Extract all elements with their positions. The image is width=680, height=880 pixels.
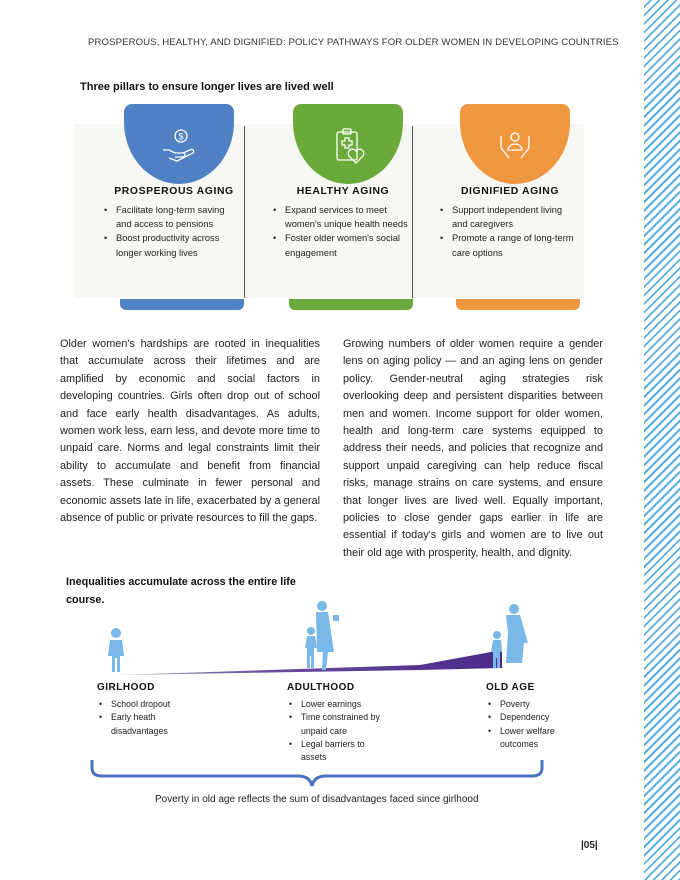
pillar-bullets: Support independent living and caregiver…	[438, 203, 578, 260]
svg-text:$: $	[179, 132, 184, 142]
pillar-bullets: Expand services to meet women's unique h…	[271, 203, 411, 260]
running-header: PROSPEROUS, HEALTHY, AND DIGNIFIED: POLI…	[88, 37, 619, 48]
page-number: |05|	[581, 840, 598, 851]
elderly-woman-child-silhouette	[491, 604, 528, 668]
pillar-heading: HEALTHY AGING	[296, 186, 390, 197]
hands-holding-person-icon	[500, 132, 530, 159]
pillar-heading: PROSPEROUS AGING	[114, 186, 234, 197]
lifecourse-illustration	[108, 601, 528, 675]
bullet: Expand services to meet women's unique h…	[271, 203, 411, 231]
bullet: Lower welfare outcomes	[486, 725, 576, 752]
pillar-heading: DIGNIFIED AGING	[460, 186, 560, 197]
bullet: Boost productivity across longer working…	[102, 231, 242, 259]
divider	[244, 126, 245, 298]
bullet: Legal barriers to assets	[287, 738, 377, 765]
body-text-right: Growing numbers of older women require a…	[343, 338, 603, 559]
stage-old-age: OLD AGE Poverty Dependency Lower welfare…	[486, 682, 576, 751]
pillars-figure-title: Three pillars to ensure longer lives are…	[80, 81, 334, 93]
bullet: Promote a range of long-term care option…	[438, 231, 578, 259]
girl-silhouette	[108, 628, 124, 672]
divider	[412, 126, 413, 298]
stage-heading: ADULTHOOD	[287, 682, 355, 693]
lifecourse-figure-title: Inequalities accumulate across the entir…	[66, 576, 296, 606]
bullet: Lower earnings	[287, 698, 397, 712]
medical-clipboard-heart-icon	[336, 128, 365, 164]
bullet: Facilitate long-term saving and access t…	[102, 203, 242, 231]
bullet: Foster older women's social engagement	[271, 231, 411, 259]
stage-heading: OLD AGE	[486, 682, 535, 693]
pillar-foot	[120, 299, 244, 310]
bullet: Dependency	[486, 711, 576, 725]
curly-brace	[90, 760, 544, 787]
stage-adulthood: ADULTHOOD Lower earnings Time constraine…	[287, 682, 397, 764]
pillar-foot	[456, 299, 580, 310]
inequality-wedge	[118, 650, 502, 675]
pillar-foot	[289, 299, 413, 310]
bullet: Time constrained by unpaid care	[287, 711, 397, 738]
stage-heading: GIRLHOOD	[97, 682, 155, 693]
woman-child-silhouette	[305, 601, 339, 670]
body-text-left: Older women's hardships are rooted in in…	[60, 338, 320, 525]
stage-girlhood: GIRLHOOD School dropout Early heath disa…	[97, 682, 187, 738]
bullet: Support independent living and caregiver…	[438, 203, 578, 231]
bullet: School dropout	[97, 698, 187, 712]
hand-dollar-coin-icon: $	[163, 129, 195, 162]
pillar-bullets: Facilitate long-term saving and access t…	[102, 203, 242, 260]
bullet: Early heath disadvantages	[97, 711, 187, 738]
decorative-stripes	[644, 0, 680, 880]
lifecourse-summary: Poverty in old age reflects the sum of d…	[155, 794, 479, 805]
bullet: Poverty	[486, 698, 576, 712]
